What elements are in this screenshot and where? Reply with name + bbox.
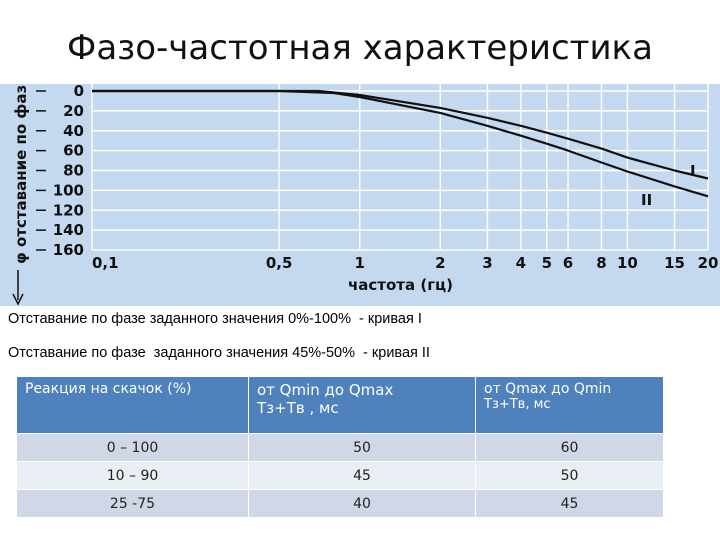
- x-tick-label: 2: [435, 254, 445, 272]
- y-tick-label: 160: [53, 241, 84, 259]
- table-row: 10 – 90 45 50: [16, 461, 664, 490]
- table-cell: 45: [475, 489, 664, 518]
- header-min-to-max: от Qmin до Qmax Тз+Тв , мс: [248, 376, 476, 434]
- y-tick-label: 100: [53, 181, 84, 199]
- x-tick-label: 15: [664, 254, 685, 272]
- table-cell: 0 – 100: [16, 433, 249, 462]
- chart-grid: [91, 84, 709, 251]
- y-tick-label: 80: [63, 162, 84, 180]
- y-tick-label: 40: [63, 122, 84, 140]
- x-tick-label: 0,5: [266, 254, 293, 272]
- y-tick-label: 120: [53, 201, 84, 219]
- x-tick-label: 0,1: [92, 254, 119, 272]
- x-tick-label: 1: [354, 254, 364, 272]
- annotation-curve-2: Отставание по фазе заданного значения 45…: [8, 345, 430, 361]
- table-row: 25 -75 40 45: [16, 489, 664, 518]
- header-min-to-max-line2: Тз+Тв , мс: [257, 399, 339, 417]
- table-header-row: Реакция на скачок (%) от Qmin до Qmax Тз…: [16, 376, 664, 434]
- table-cell: 60: [475, 433, 664, 462]
- x-tick-label: 8: [596, 254, 606, 272]
- y-tick-label: 0: [74, 84, 84, 100]
- table-cell: 40: [248, 489, 476, 518]
- table-cell: 50: [248, 433, 476, 462]
- x-tick-label: 5: [542, 254, 552, 272]
- curve-II: [92, 89, 709, 198]
- curves: [92, 89, 709, 198]
- table-cell: 10 – 90: [16, 461, 249, 490]
- x-tick-labels: 0,1 0,5 1 2 3 4 5 6 8 10 15 20: [92, 254, 718, 272]
- header-min-to-max-line1: от Qmin до Qmax: [257, 381, 394, 399]
- y-axis-label: φ отставание по фазе: [12, 84, 30, 264]
- header-max-to-min-line1: от Qmax до Qmin: [484, 381, 612, 397]
- x-tick-label: 4: [516, 254, 526, 272]
- x-tick-label: 20: [698, 254, 719, 272]
- curve-labels: III: [641, 162, 696, 209]
- table-row: 0 – 100 50 60: [16, 433, 664, 462]
- y-tick-label: 60: [63, 142, 84, 160]
- y-axis-arrowhead: [12, 293, 24, 306]
- y-tick-label: 140: [53, 221, 84, 239]
- table-cell: 45: [248, 461, 476, 490]
- y-tick-label: 20: [63, 102, 84, 120]
- header-reaction: Реакция на скачок (%): [16, 376, 249, 434]
- header-max-to-min: от Qmax до Qmin Тз+Тв, мс: [475, 376, 664, 434]
- table-cell: 25 -75: [16, 489, 249, 518]
- table-cell: 50: [475, 461, 664, 490]
- response-table: Реакция на скачок (%) от Qmin до Qmax Тз…: [16, 376, 664, 518]
- slide-title: Фазо-частотная характеристика: [67, 28, 653, 68]
- header-max-to-min-line2: Тз+Тв, мс: [484, 397, 551, 412]
- x-tick-label: 3: [482, 254, 492, 272]
- curve-I: [92, 89, 709, 180]
- x-tick-label: 10: [617, 254, 638, 272]
- annotation-curve-1: Отставание по фазе заданного значения 0%…: [8, 311, 422, 327]
- x-tick-label: 6: [563, 254, 573, 272]
- header-reaction-text: Реакция на скачок (%): [25, 381, 192, 397]
- x-axis-label: частота (гц): [348, 276, 453, 294]
- curve-label-I: I: [690, 162, 696, 180]
- curve-label-II: II: [641, 191, 652, 209]
